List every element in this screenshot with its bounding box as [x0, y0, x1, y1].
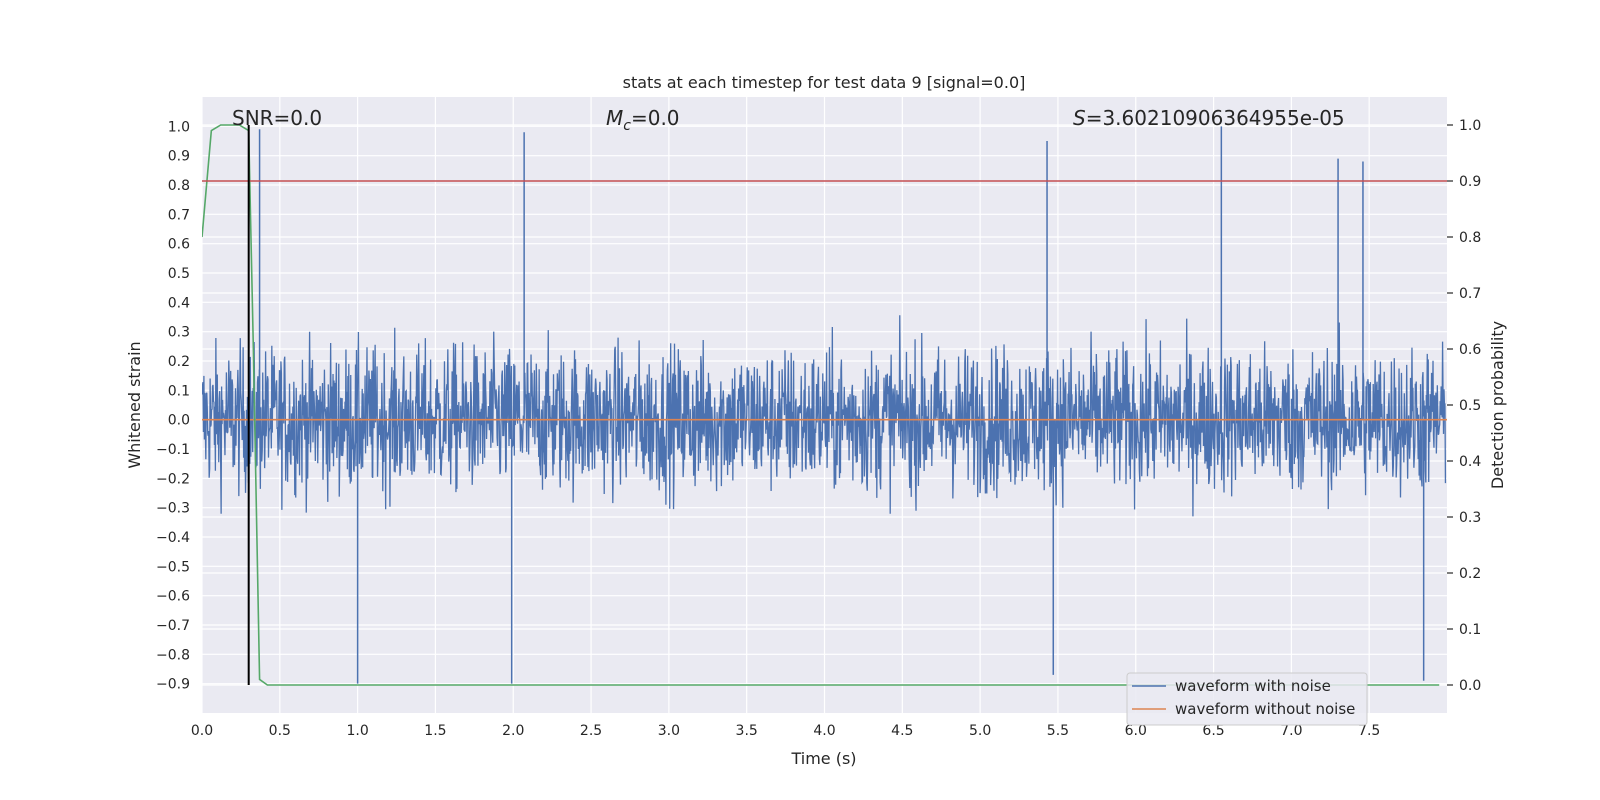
y-right-tick-label: 0.5	[1459, 398, 1481, 414]
x-tick-label: 1.5	[424, 723, 446, 739]
y-left-tick-label: −0.1	[156, 442, 190, 458]
mc-symbol: M	[606, 106, 623, 130]
legend-label-clean: waveform without noise	[1175, 700, 1355, 718]
y-right-tick-label: 0.6	[1459, 342, 1481, 358]
x-tick-label: 5.5	[1047, 723, 1069, 739]
y-right-tick-label: 1.0	[1459, 118, 1481, 134]
x-tick-label: 5.0	[969, 723, 991, 739]
y-left-tick-label: −0.8	[156, 647, 190, 663]
x-tick-label: 2.5	[580, 723, 602, 739]
y-left-tick-label: −0.3	[156, 501, 190, 517]
mc-value: =0.0	[631, 106, 680, 130]
x-tick-label: 4.0	[813, 723, 835, 739]
y-left-tick-label: 0.8	[168, 178, 190, 194]
y-left-tick-label: −0.2	[156, 471, 190, 487]
y-right-tick-label: 0.1	[1459, 622, 1481, 638]
y-right-tick-label: 0.0	[1459, 678, 1481, 694]
y-left-tick-label: −0.4	[156, 530, 190, 546]
y-left-tick-label: −0.7	[156, 618, 190, 634]
x-axis-label: Time (s)	[790, 749, 856, 768]
y-right-tick-label: 0.3	[1459, 510, 1481, 526]
legend-box	[1126, 672, 1368, 726]
y-left-tick-label: −0.9	[156, 677, 190, 693]
y-left-tick-label: 0.4	[168, 295, 190, 311]
mc-subscript: c	[623, 118, 631, 134]
x-tick-label: 2.0	[502, 723, 524, 739]
snr-annotation: SNR=0.0	[232, 106, 322, 130]
x-tick-label: 0.0	[191, 723, 213, 739]
y-right-tick-label: 0.8	[1459, 230, 1481, 246]
s-value: =3.60210906364955e-05	[1086, 106, 1345, 130]
x-tick-label: 1.0	[346, 723, 368, 739]
y-left-tick-label: 0.1	[168, 383, 190, 399]
y-right-tick-label: 0.7	[1459, 286, 1481, 302]
detection-probability-line	[202, 124, 1440, 686]
mc-annotation: Mc=0.0	[606, 106, 680, 134]
x-tick-label: 7.5	[1358, 723, 1380, 739]
x-tick-label: 7.0	[1280, 723, 1302, 739]
y-axis-label-left: Whitened strain	[125, 341, 144, 468]
y-left-tick-label: 0.2	[168, 354, 190, 370]
y-axis-label-right: Detection probability	[1488, 321, 1507, 489]
x-tick-label: 0.5	[269, 723, 291, 739]
y-right-tick-label: 0.4	[1459, 454, 1481, 470]
s-symbol: S	[1073, 106, 1086, 130]
s-annotation: S=3.60210906364955e-05	[1073, 106, 1345, 130]
y-left-tick-label: 0.5	[168, 266, 190, 282]
legend-label-noise: waveform with noise	[1175, 677, 1331, 695]
y-right-tick-label: 0.9	[1459, 174, 1481, 190]
x-tick-label: 3.5	[736, 723, 758, 739]
series-layer	[202, 124, 1447, 686]
y-left-tick-label: 1.0	[168, 119, 190, 135]
x-tick-label: 6.5	[1202, 723, 1224, 739]
noise-waveform-peaks	[258, 126, 1425, 684]
y-left-tick-label: −0.6	[156, 589, 190, 605]
noise-waveform-line	[202, 315, 1447, 517]
legend: waveform with noise waveform without noi…	[1126, 672, 1368, 726]
x-tick-label: 3.0	[658, 723, 680, 739]
x-tick-label: 4.5	[891, 723, 913, 739]
y-left-tick-label: 0.6	[168, 237, 190, 253]
y-right-tick-label: 0.2	[1459, 566, 1481, 582]
y-left-tick-label: 0.0	[168, 413, 190, 429]
y-left-tick-label: 0.9	[168, 149, 190, 165]
y-left-tick-label: 0.3	[168, 325, 190, 341]
y-left-tick-label: −0.5	[156, 559, 190, 575]
tick-labels: 0.0 0.5 1.0 1.5 2.0 2.5 3.0 3.5 4.0 4.5 5.0 5.5 6.0 6…	[156, 118, 1481, 739]
x-tick-label: 6.0	[1125, 723, 1147, 739]
y-left-tick-label: 0.7	[168, 207, 190, 223]
chart-title: stats at each timestep for test data 9 […	[623, 73, 1026, 92]
